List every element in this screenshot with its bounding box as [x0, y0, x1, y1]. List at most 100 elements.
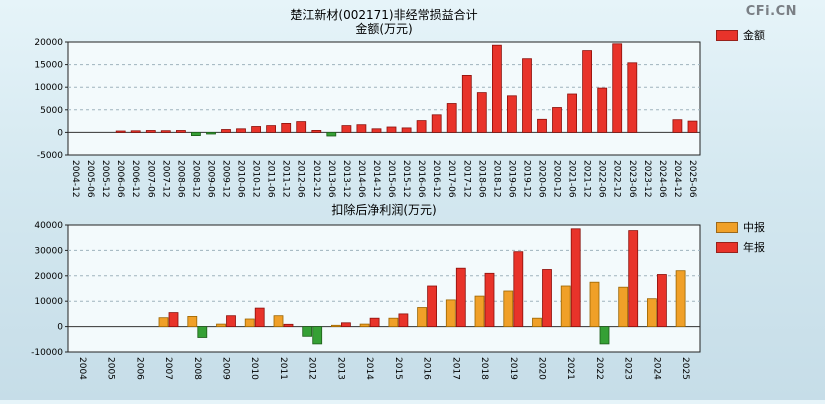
x-tick-label: 2011 — [278, 357, 288, 380]
bar-金额-2007-06 — [145, 130, 156, 133]
y-tick-label: 10000 — [34, 83, 63, 93]
x-tick-label: 2023-06 — [627, 160, 637, 198]
x-tick-label: 2011-06 — [266, 160, 276, 198]
bar-年报-2007 — [168, 312, 179, 327]
bar-中报-2010 — [244, 318, 255, 327]
y-tick-label: 0 — [57, 128, 63, 138]
bar-金额-2022-12 — [612, 43, 623, 133]
x-tick-label: 2022 — [594, 357, 604, 380]
x-tick-label: 2018 — [479, 357, 489, 380]
x-tick-label: 2014-06 — [356, 160, 366, 198]
bar-金额-2013-06 — [326, 132, 337, 137]
x-tick-label: 2005-12 — [100, 160, 110, 198]
bar-金额-2014-12 — [371, 128, 382, 133]
bar-年报-2020 — [542, 269, 552, 327]
bar-年报-2023 — [628, 230, 639, 328]
bar-年报-2014 — [369, 317, 380, 327]
x-tick-label: 2006 — [134, 357, 144, 380]
y-tick-label: 0 — [57, 323, 63, 333]
x-tick-label: 2012 — [307, 357, 317, 380]
bottom-chart-title: 扣除后净利润(万元) — [68, 203, 700, 218]
x-tick-label: 2009-12 — [221, 160, 231, 198]
bar-金额-2008-06 — [175, 130, 186, 133]
bar-金额-2011-12 — [281, 123, 292, 133]
x-tick-label: 2015-06 — [386, 160, 396, 198]
x-tick-label: 2023 — [623, 357, 633, 380]
bar-中报-2016 — [417, 307, 428, 327]
bar-年报-2016 — [427, 285, 438, 327]
bar-金额-2025-06 — [687, 120, 698, 133]
x-tick-label: 2024-12 — [672, 160, 682, 198]
bar-金额-2020-12 — [552, 107, 562, 133]
x-tick-label: 2006-06 — [115, 160, 125, 198]
bar-金额-2007-12 — [160, 130, 171, 133]
bar-中报-2008 — [187, 316, 198, 328]
x-tick-label: 2009 — [221, 357, 231, 380]
bar-金额-2006-06 — [115, 130, 126, 133]
bottom-chart-title-line1: 扣除后净利润(万元) — [331, 203, 437, 217]
x-tick-label: 2004 — [77, 357, 87, 380]
bar-年报-2021 — [570, 228, 581, 328]
bar-金额-2009-12 — [221, 129, 231, 133]
bar-金额-2018-06 — [476, 92, 487, 133]
bottom-chart-svg: -10000 0 10000 20000 30000 40000 2004 2005 2006 2… — [31, 221, 701, 380]
x-tick-label: 2022-06 — [597, 160, 607, 198]
bar-年报-2013 — [340, 322, 351, 328]
bar-金额-2009-06 — [206, 132, 216, 135]
legend-label-annual: 年报 — [743, 241, 765, 254]
x-tick-label: 2006-12 — [130, 160, 140, 198]
bar-金额-2013-12 — [341, 125, 352, 133]
x-tick-label: 2010-12 — [251, 160, 261, 198]
bar-中报-2022 — [589, 281, 600, 327]
top-chart-title: 楚江新材(002171)非经常损益合计 金额(万元) — [68, 8, 700, 37]
x-tick-label: 2007-06 — [145, 160, 155, 198]
bar-金额-2011-06 — [266, 125, 277, 133]
x-tick-label: 2016-06 — [416, 160, 426, 198]
x-tick-label: 2023-12 — [642, 160, 652, 198]
x-tick-label: 2013 — [335, 357, 345, 380]
legend-swatch-annual-icon — [716, 241, 738, 253]
y-tick-label: 20000 — [34, 38, 63, 48]
bar-年报-2009 — [226, 315, 236, 327]
bar-年报-2012 — [312, 326, 323, 345]
x-tick-label: 2008 — [192, 357, 202, 380]
y-tick-label: 10000 — [34, 297, 63, 307]
bar-金额-2008-12 — [190, 132, 201, 137]
plot-area-rect — [67, 41, 701, 156]
x-tick-label: 2021 — [565, 357, 575, 380]
y-tick-label: -5000 — [37, 151, 63, 161]
cfi-logo[interactable]: CFi.CN — [746, 4, 797, 19]
x-tick-label: 2010 — [249, 357, 259, 380]
x-tick-label: 2017 — [450, 357, 460, 380]
x-tick-label: 2009-06 — [206, 160, 216, 198]
bar-金额-2017-12 — [461, 75, 472, 133]
x-tick-label: 2010-06 — [236, 160, 246, 198]
x-tick-label: 2014-12 — [371, 160, 381, 198]
legend-label-amount: 金额 — [743, 29, 765, 42]
x-tick-label: 2011-12 — [281, 160, 291, 198]
x-tick-label: 2015-12 — [401, 160, 411, 198]
bar-年报-2024 — [657, 274, 667, 327]
bottom-chart-legend: 中报 年报 — [716, 219, 765, 259]
x-tick-label: 2015 — [393, 357, 403, 380]
x-tick-label: 2020-12 — [552, 160, 562, 198]
x-tick-label: 2014 — [364, 357, 374, 380]
legend-item-annual: 年报 — [716, 239, 765, 255]
x-tick-label: 2017-12 — [461, 160, 471, 198]
x-tick-label: 2019-06 — [506, 160, 516, 198]
x-tick-label: 2021-12 — [582, 160, 592, 198]
x-tick-label: 2013-06 — [326, 160, 336, 198]
bar-中报-2012 — [302, 326, 313, 337]
x-tick-label: 2025 — [680, 357, 690, 380]
bar-金额-2023-06 — [627, 62, 638, 133]
x-tick-label: 2022-12 — [612, 160, 622, 198]
y-tick-label: 40000 — [34, 221, 63, 231]
x-tick-label: 2019 — [508, 357, 518, 380]
bar-中报-2014 — [359, 323, 370, 327]
top-chart-legend: 金额 — [716, 27, 765, 47]
legend-swatch-interim-icon — [716, 221, 738, 233]
x-tick-label: 2025-06 — [687, 160, 697, 198]
bar-金额-2018-12 — [491, 44, 502, 133]
bar-中报-2011 — [273, 315, 284, 327]
y-tick-label: 20000 — [34, 272, 63, 282]
